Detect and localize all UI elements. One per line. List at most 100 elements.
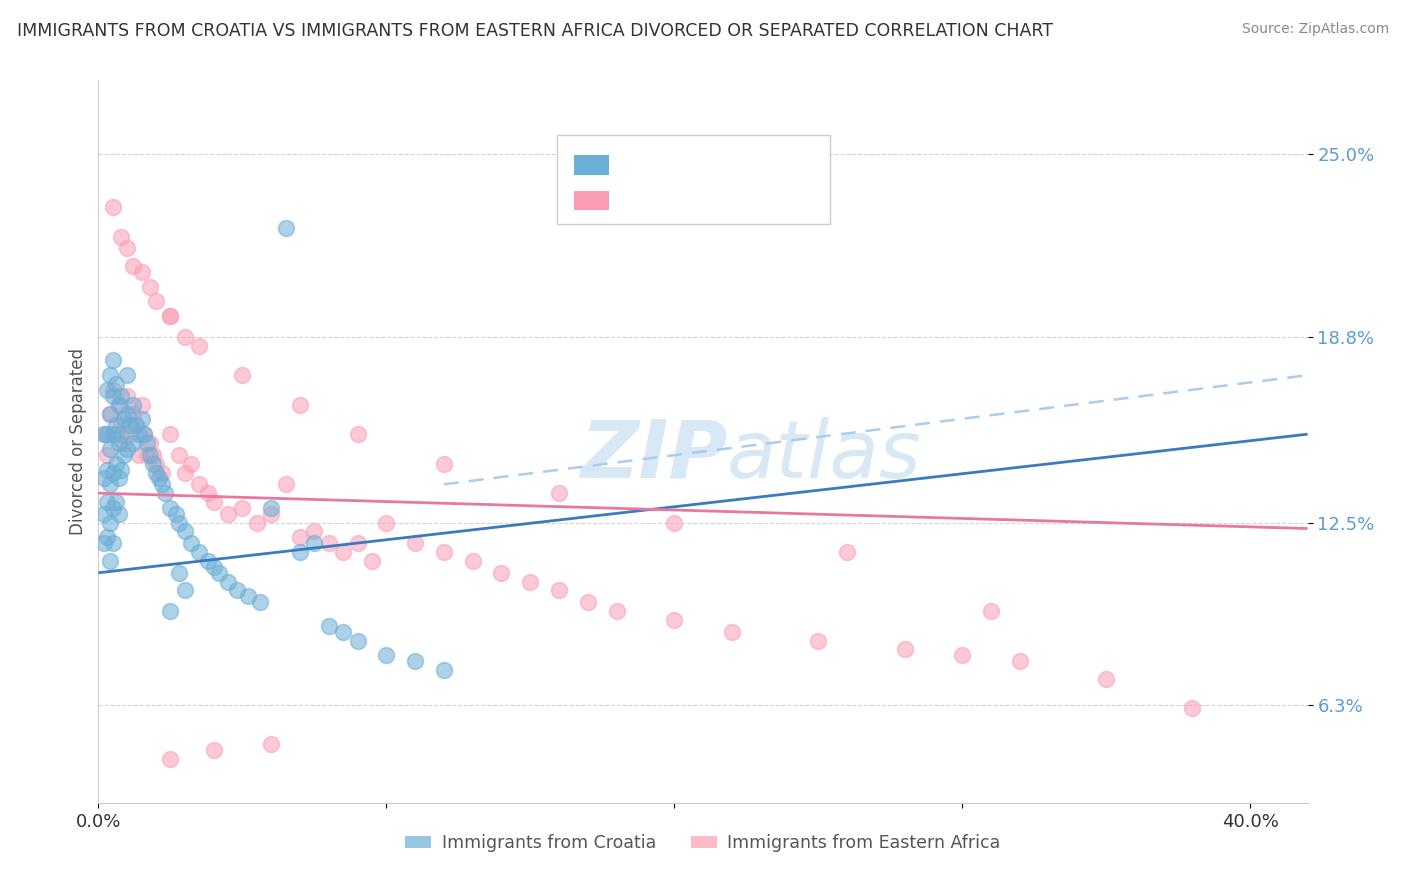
Point (202, 495, 225, 509)
Point (150, 477, 173, 491)
Point (461, 554, 484, 568)
Point (112, 448, 135, 462)
Point (115, 241, 138, 255)
Point (110, 427, 132, 442)
Point (165, 507, 187, 521)
Point (128, 448, 150, 462)
Point (110, 229, 132, 244)
Point (274, 220, 297, 235)
Point (433, 457, 456, 471)
Point (159, 604, 181, 618)
Point (288, 545, 311, 559)
Point (188, 545, 211, 559)
Point (159, 427, 181, 442)
Point (173, 583, 195, 598)
Point (519, 574, 541, 589)
Point (404, 536, 426, 550)
Point (246, 516, 269, 530)
Point (93, 427, 115, 442)
Point (180, 457, 202, 471)
Point (260, 737, 283, 751)
Point (197, 486, 219, 500)
Point (110, 389, 132, 403)
Point (180, 536, 202, 550)
Point (1181, 701, 1204, 715)
Point (98, 407, 121, 421)
Point (980, 604, 1002, 618)
Point (104, 457, 127, 471)
Point (807, 633, 830, 648)
Point (101, 389, 124, 403)
Point (274, 477, 297, 491)
Point (664, 613, 686, 627)
Point (120, 418, 142, 433)
Point (107, 436, 129, 450)
Point (96, 427, 118, 442)
Text: atlas: atlas (727, 417, 922, 495)
Point (404, 654, 426, 668)
Point (249, 595, 271, 609)
Point (197, 554, 219, 568)
Point (93, 507, 115, 521)
Point (110, 418, 132, 433)
Point (104, 427, 127, 442)
Point (136, 436, 159, 450)
Point (231, 368, 253, 383)
Point (125, 418, 148, 433)
Point (145, 457, 167, 471)
Point (139, 279, 162, 293)
Point (167, 516, 190, 530)
Point (173, 466, 195, 480)
Point (96, 530, 118, 544)
Point (110, 462, 132, 476)
Point (98, 442, 121, 456)
Point (576, 595, 599, 609)
Point (115, 389, 138, 403)
Point (101, 353, 124, 368)
Point (548, 583, 571, 598)
Legend: Immigrants from Croatia, Immigrants from Eastern Africa: Immigrants from Croatia, Immigrants from… (398, 827, 1008, 859)
Point (433, 545, 456, 559)
Point (122, 398, 145, 412)
Point (835, 545, 858, 559)
Point (236, 590, 259, 604)
Point (107, 507, 129, 521)
Point (115, 442, 138, 456)
Point (720, 624, 742, 639)
Point (260, 500, 283, 515)
Point (122, 259, 145, 273)
Point (332, 545, 354, 559)
Point (134, 427, 156, 442)
Point (173, 524, 195, 539)
Point (107, 471, 129, 485)
Point (318, 536, 340, 550)
Point (1008, 654, 1031, 668)
Point (375, 516, 398, 530)
Point (346, 427, 368, 442)
Point (131, 398, 153, 412)
Point (606, 604, 628, 618)
Point (375, 648, 398, 663)
Point (173, 330, 195, 344)
Point (131, 412, 153, 426)
Point (120, 427, 142, 442)
Point (159, 309, 181, 323)
Point (98, 516, 121, 530)
Point (231, 500, 253, 515)
Point (950, 648, 973, 663)
Point (139, 448, 162, 462)
Point (318, 619, 340, 633)
Point (145, 294, 167, 309)
Point (107, 398, 129, 412)
Point (104, 495, 127, 509)
Text: IMMIGRANTS FROM CROATIA VS IMMIGRANTS FROM EASTERN AFRICA DIVORCED OR SEPARATED : IMMIGRANTS FROM CROATIA VS IMMIGRANTS FR… (17, 22, 1053, 40)
Point (134, 427, 156, 442)
Point (112, 412, 135, 426)
Point (153, 486, 176, 500)
Point (101, 466, 124, 480)
Point (98, 554, 121, 568)
Point (93, 427, 115, 442)
Point (96, 448, 118, 462)
Point (93, 471, 115, 485)
Point (115, 407, 138, 421)
